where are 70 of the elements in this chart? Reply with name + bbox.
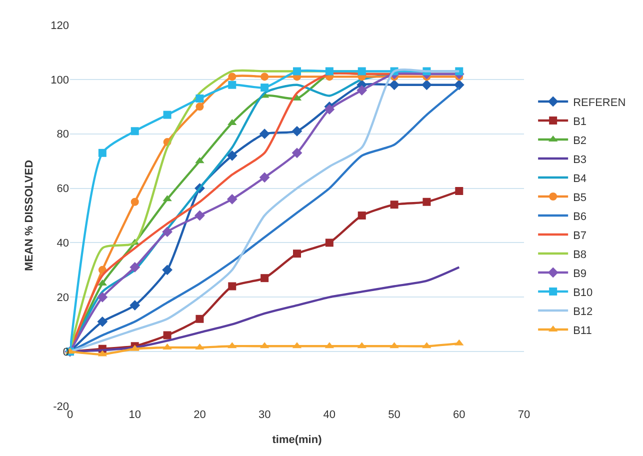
point [130,127,139,136]
legend-label: B3 [573,154,587,166]
point [260,72,269,81]
point [455,187,464,196]
point [358,67,366,76]
y-tick-label: 120 [50,20,69,32]
point [325,67,334,76]
point [163,110,172,119]
x-tick-label: 60 [453,409,466,421]
point [260,274,269,282]
legend-label: B11 [573,324,592,337]
legend-label: B7 [573,230,587,242]
point [130,300,140,311]
point [130,262,140,272]
point [358,212,366,220]
point [422,80,432,90]
point [259,128,270,140]
x-tick-label: 20 [194,409,206,421]
x-tick-label: 40 [323,409,336,421]
point [226,194,238,204]
point [226,150,238,161]
point [390,200,398,209]
point [292,148,302,158]
point [97,292,108,302]
y-tick-label: 60 [56,183,69,196]
point [194,210,205,221]
point [293,250,301,258]
point [259,172,270,183]
point [98,148,106,157]
y-tick-label: -20 [53,400,69,413]
y-tick-label: 40 [56,238,69,250]
legend-label: B2 [573,134,587,147]
point [228,282,236,290]
x-tick-label: 70 [518,409,530,421]
point [196,102,204,111]
point [292,126,302,136]
point [162,264,172,276]
point [325,238,334,247]
point [97,316,108,327]
legend-label: B5 [573,192,587,204]
legend-label: B9 [573,268,587,280]
legend-label: B4 [573,172,587,185]
y-tick-label: 100 [50,74,69,86]
point [324,104,335,115]
point [228,72,236,81]
legend-label: B10 [573,286,593,299]
point [422,198,431,206]
point [293,67,301,76]
point [389,80,400,90]
point [196,314,204,323]
legend-label: REFEREN [573,96,626,109]
point [163,331,172,340]
point [130,198,139,206]
x-tick-label: 50 [388,409,400,421]
point [196,94,204,102]
x-tick-label: 30 [258,409,271,421]
point [260,84,269,92]
y-tick-label: 0 [62,346,69,358]
x-tick-label: 10 [128,409,141,421]
point [162,226,172,238]
point [228,80,236,89]
y-tick-label: 20 [56,292,69,304]
point [356,85,368,96]
legend-label: B12 [573,306,593,318]
y-axis-title: MEAN % DISSOLVED [23,160,36,272]
y-tick-label: 80 [56,128,69,141]
legend-label: B6 [573,210,587,223]
x-axis-title: time(min) [272,434,322,446]
legend-label: B8 [573,248,587,261]
legend-label: B1 [573,116,587,128]
